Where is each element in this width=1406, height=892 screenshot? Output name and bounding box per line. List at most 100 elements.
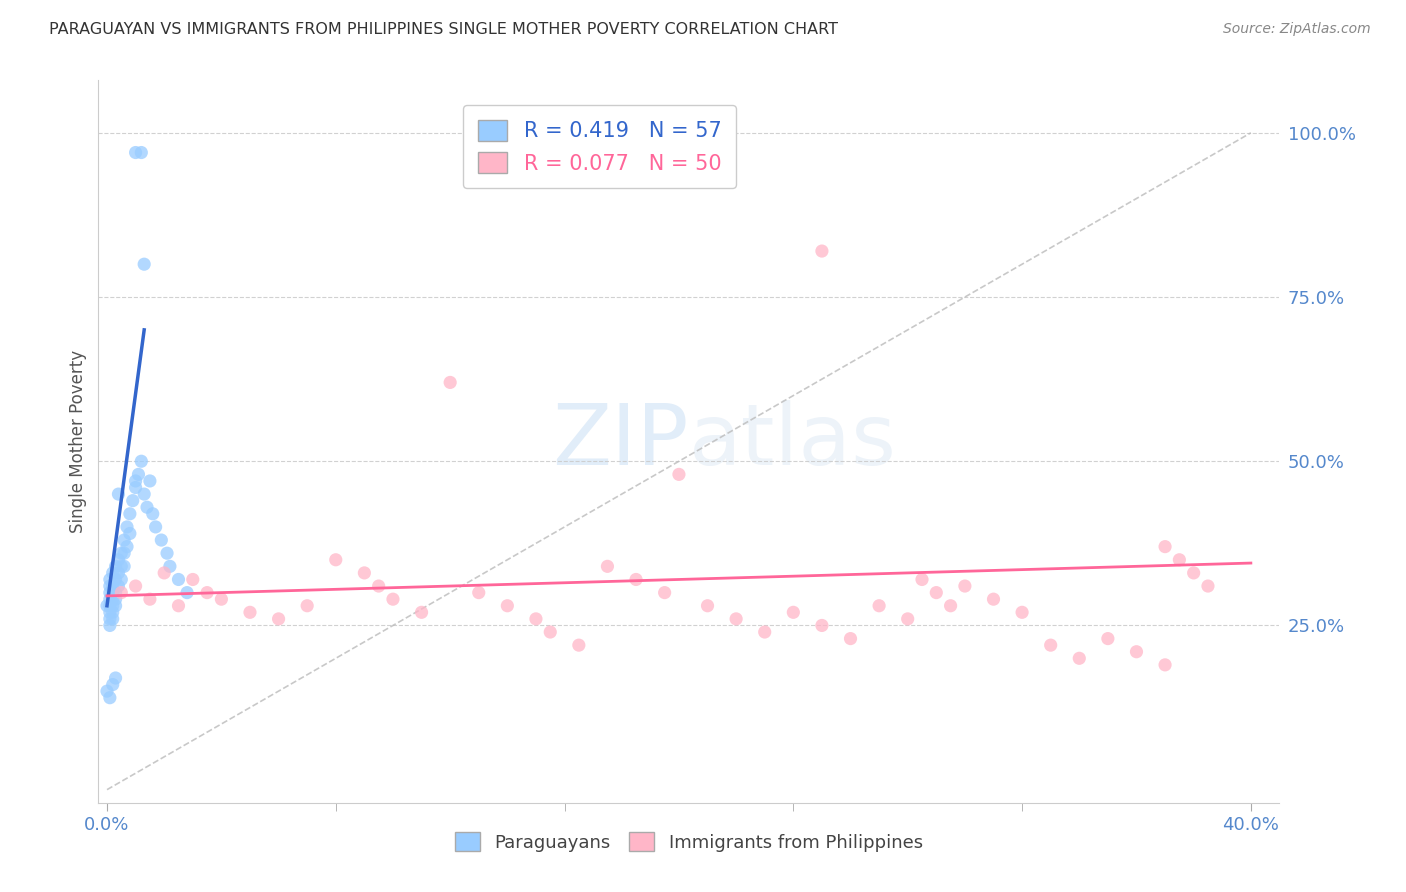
Point <box>195 585 218 599</box>
Text: ZIP: ZIP <box>553 400 689 483</box>
Point <box>110 546 132 560</box>
Point <box>295 599 318 613</box>
Point <box>101 566 124 580</box>
Point <box>1154 540 1177 554</box>
Point <box>98 605 121 619</box>
Point <box>104 573 127 587</box>
Point <box>153 566 176 580</box>
Point <box>107 553 129 567</box>
Text: atlas: atlas <box>689 400 897 483</box>
Point <box>156 546 179 560</box>
Text: PARAGUAYAN VS IMMIGRANTS FROM PHILIPPINES SINGLE MOTHER POVERTY CORRELATION CHAR: PARAGUAYAN VS IMMIGRANTS FROM PHILIPPINE… <box>49 22 838 37</box>
Point <box>110 559 132 574</box>
Point <box>104 585 127 599</box>
Point <box>142 507 165 521</box>
Point <box>127 467 149 482</box>
Point <box>104 592 127 607</box>
Point <box>568 638 591 652</box>
Point <box>98 573 121 587</box>
Point <box>131 145 153 160</box>
Point <box>1168 553 1191 567</box>
Point <box>124 579 146 593</box>
Point <box>167 573 190 587</box>
Point <box>104 599 127 613</box>
Point <box>124 145 146 160</box>
Point <box>121 493 143 508</box>
Point <box>101 605 124 619</box>
Point <box>98 618 121 632</box>
Point <box>96 599 118 613</box>
Point <box>596 559 619 574</box>
Point <box>1197 579 1219 593</box>
Point <box>911 573 934 587</box>
Point <box>98 585 121 599</box>
Point <box>897 612 920 626</box>
Point <box>1182 566 1205 580</box>
Point <box>839 632 862 646</box>
Point <box>131 454 153 468</box>
Point <box>145 520 167 534</box>
Point <box>367 579 389 593</box>
Point <box>538 625 561 640</box>
Point <box>101 612 124 626</box>
Point <box>134 487 156 501</box>
Legend: Paraguayans, Immigrants from Philippines: Paraguayans, Immigrants from Philippines <box>447 825 931 859</box>
Point <box>496 599 519 613</box>
Point <box>110 585 132 599</box>
Point <box>524 612 547 626</box>
Point <box>181 573 204 587</box>
Point <box>811 618 834 632</box>
Point <box>139 592 162 607</box>
Text: Source: ZipAtlas.com: Source: ZipAtlas.com <box>1223 22 1371 37</box>
Point <box>136 500 159 515</box>
Point <box>725 612 748 626</box>
Point <box>1011 605 1033 619</box>
Point <box>439 376 461 390</box>
Point <box>1069 651 1091 665</box>
Point <box>124 481 146 495</box>
Point <box>159 559 181 574</box>
Point <box>115 520 138 534</box>
Y-axis label: Single Mother Poverty: Single Mother Poverty <box>69 350 87 533</box>
Point <box>468 585 491 599</box>
Point <box>112 546 135 560</box>
Point <box>118 526 141 541</box>
Point <box>96 684 118 698</box>
Point <box>782 605 804 619</box>
Point <box>983 592 1005 607</box>
Point <box>411 605 433 619</box>
Point <box>167 599 190 613</box>
Point <box>353 566 375 580</box>
Point <box>107 579 129 593</box>
Point <box>98 612 121 626</box>
Point <box>1097 632 1119 646</box>
Point <box>1039 638 1062 652</box>
Point <box>668 467 690 482</box>
Point <box>110 573 132 587</box>
Point <box>239 605 262 619</box>
Point <box>134 257 156 271</box>
Point <box>124 474 146 488</box>
Point <box>696 599 718 613</box>
Point <box>754 625 776 640</box>
Point <box>267 612 290 626</box>
Point <box>1154 657 1177 672</box>
Point <box>811 244 834 258</box>
Point <box>209 592 232 607</box>
Point <box>104 671 127 685</box>
Point <box>98 690 121 705</box>
Point <box>176 585 198 599</box>
Point <box>101 585 124 599</box>
Point <box>104 559 127 574</box>
Point <box>624 573 647 587</box>
Point <box>150 533 173 547</box>
Point <box>118 507 141 521</box>
Point <box>381 592 404 607</box>
Point <box>939 599 962 613</box>
Point <box>925 585 948 599</box>
Point <box>139 474 162 488</box>
Point <box>112 533 135 547</box>
Point <box>1125 645 1147 659</box>
Point <box>101 592 124 607</box>
Point <box>107 487 129 501</box>
